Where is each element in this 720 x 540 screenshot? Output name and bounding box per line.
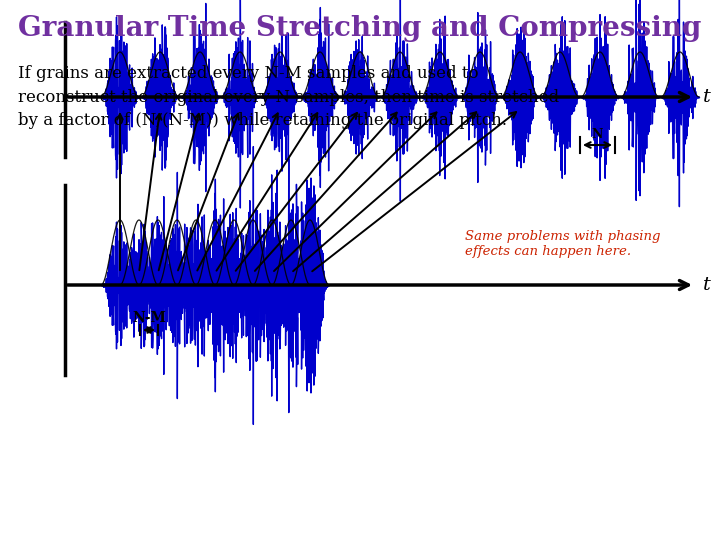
Text: Granular Time Stretching and Compressing: Granular Time Stretching and Compressing [18, 15, 701, 42]
Text: t: t [703, 88, 711, 106]
Text: t: t [703, 276, 711, 294]
Text: N: N [592, 128, 603, 141]
Text: Same problems with phasing
effects can happen here.: Same problems with phasing effects can h… [465, 230, 660, 258]
Text: If grains are extracted every N-M samples and used to
reconstruct the original e: If grains are extracted every N-M sample… [18, 65, 559, 129]
Text: N-M: N-M [132, 311, 166, 325]
